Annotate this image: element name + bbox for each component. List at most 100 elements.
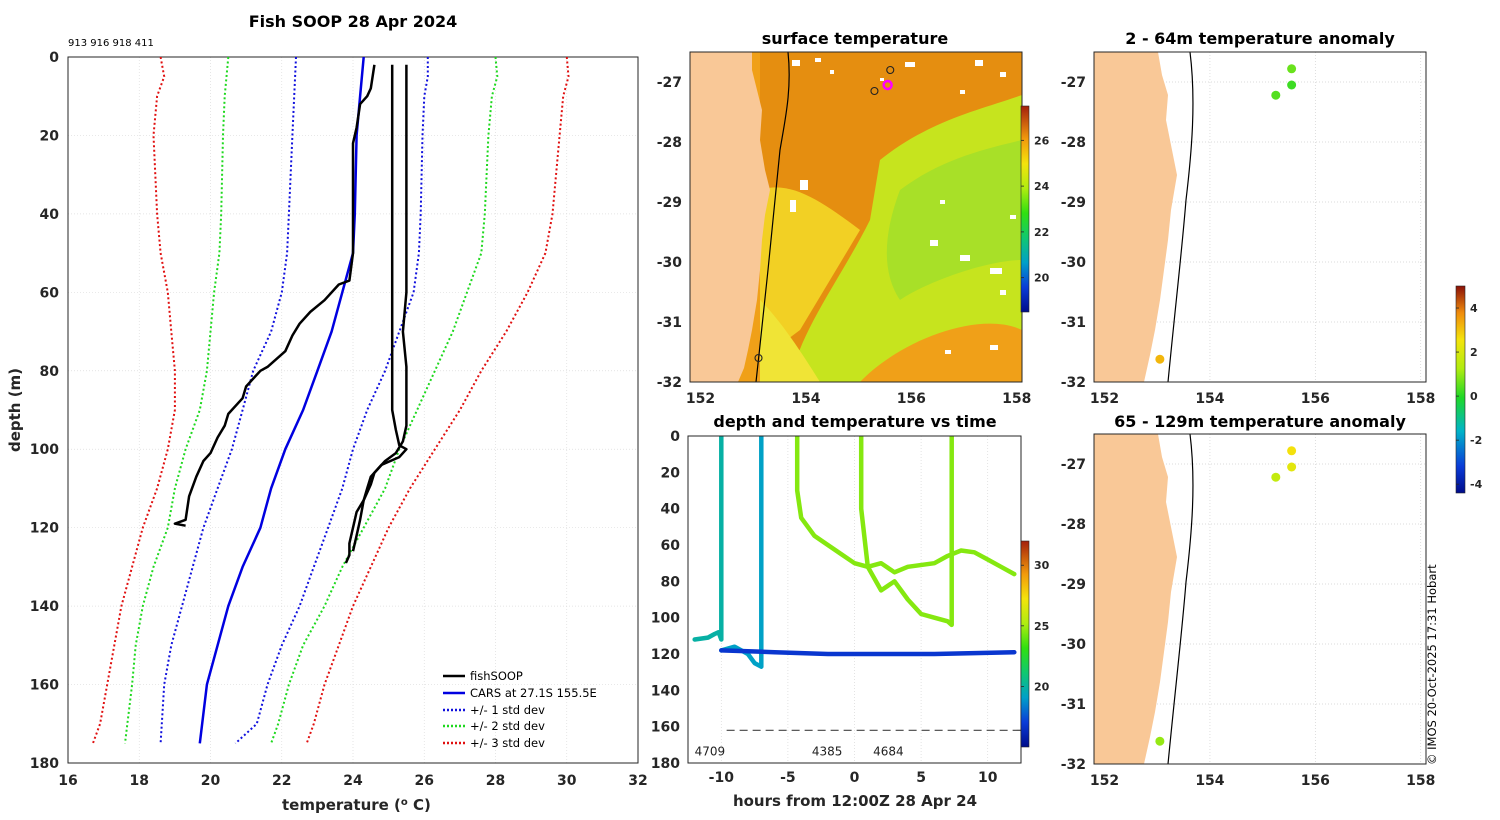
profile-title: Fish SOOP 28 Apr 2024 [249,12,458,31]
dt-annotations: 4709 4385 4684 [695,745,904,759]
sst-cooler-core [886,140,1022,300]
anom2-xtick: 156 [1301,773,1330,789]
anom2-ytick: -32 [1061,757,1086,773]
profile-xtick: 16 [58,773,77,789]
anom2-point [1155,736,1165,746]
profile-xtick: 32 [628,773,647,789]
sst-ytick: -31 [657,315,682,331]
profile-ytick: 40 [40,207,60,223]
anom1-xtick: 152 [1090,391,1119,407]
dt-profile-depth-label: 4709 [695,745,726,759]
sst-ytick: -28 [657,135,682,151]
anom2-frame [1093,433,1427,765]
sst-cb-label: 24 [1034,180,1050,193]
anom1-xtick: 158 [1406,391,1435,407]
sst-cb-label: 26 [1034,134,1050,147]
anom1-point [1287,64,1297,74]
anom2-xtick: 154 [1195,773,1224,789]
sst-cloud-gaps [790,58,1016,354]
profile-line-fishsoop [173,64,376,527]
sst-coastal-mid [760,187,860,360]
dt-title: depth and temperature vs time [713,412,996,431]
dt-colorbar [1020,540,1030,748]
sst-colorbar [1020,105,1030,313]
dt-xtick: 0 [850,770,860,786]
dt-ytick: 100 [651,611,680,627]
profile-ytick: 160 [30,678,59,694]
anom1-ytick: -28 [1061,135,1086,151]
anom2-ytick: -30 [1061,637,1087,653]
sst-ytick: -32 [657,375,682,391]
profile-frame [67,56,639,764]
dt-ytick: 140 [651,683,680,699]
dt-xtick: -5 [780,770,796,786]
profile-line--1-std-dev-high- [234,57,429,745]
dt-colorbar-ticks: 20 25 30 [1021,559,1050,693]
anom2-xtick: 152 [1090,773,1119,789]
anom2-point [1271,472,1281,482]
dt-ytick: 60 [661,538,681,554]
anom2-points [1155,446,1297,746]
legend-std1: +/- 1 std dev [470,703,545,717]
sst-xtick: 154 [791,391,820,407]
anom1-land [1094,52,1177,382]
anom2-point [1287,446,1297,456]
anom1-point [1155,354,1165,364]
credit-text: © IMOS 20-Oct-2025 17:31 Hobart [1425,564,1439,765]
sst-markers [754,65,895,363]
profile-legend: fishSOOP CARS at 27.1S 155.5E +/- 1 std … [443,669,597,750]
anom2-title: 65 - 129m temperature anomaly [1114,412,1406,431]
sst-xtick: 156 [897,391,926,407]
dt-cb-label: 25 [1034,620,1049,633]
profile-ids: 913 916 918 411 [68,38,154,49]
dt-xlabel: hours from 12:00Z 28 Apr 24 [733,792,977,810]
anom1-ytick: -27 [1061,75,1086,91]
profile-line--1-std-dev-low- [159,57,297,744]
dt-track-seg3 [794,436,1017,577]
profile-ytick: 20 [40,128,60,144]
anom1-tick-labels: 152 154 156 158 -27 -28 -29 -30 -31 -32 [1061,75,1436,407]
profile-line--3-std-dev-low- [91,57,176,744]
sst-marker-current [882,79,893,91]
profile-xtick: 22 [272,773,291,789]
ano-cb-label: 4 [1470,302,1478,315]
dt-ytick: 0 [670,429,680,445]
profile-line--2-std-dev-low- [124,57,230,744]
anom2-ytick: -27 [1061,457,1086,473]
ano-cb-label: 0 [1470,390,1478,403]
anomaly-colorbar-ticks: -4 -2 0 2 4 [1456,302,1483,491]
anom2-tick-labels: 152 154 156 158 -27 -28 -29 -30 -31 -32 [1061,457,1436,789]
anom1-point [1287,80,1297,90]
profile-ytick: 180 [30,756,59,772]
dt-ytick: 80 [661,574,681,590]
ano-cb-label: -2 [1470,434,1482,447]
sst-marker [870,86,879,96]
anom1-ytick: -31 [1061,315,1086,331]
sst-ytick: -27 [657,75,682,91]
sst-cb-label: 22 [1034,226,1049,239]
profile-xtick: 28 [486,773,505,789]
anom1-xtick: 156 [1301,391,1330,407]
profile-ytick: 80 [40,364,60,380]
dt-profile-depth-label: 4684 [873,745,904,759]
dt-ytick: 120 [651,647,680,663]
anom2-ytick: -29 [1061,577,1086,593]
profile-ytick: 0 [49,50,59,66]
profile-line--2-std-dev-high- [270,57,499,744]
dt-ytick: 180 [651,756,680,772]
anom2-isobath [1167,434,1194,764]
legend-cars: CARS at 27.1S 155.5E [470,686,597,700]
profile-ytick: 60 [40,285,60,301]
profile-xtick: 24 [343,773,363,789]
profile-line--3-std-dev-high- [305,57,570,744]
sst-isobath [755,52,790,382]
anom1-ytick: -30 [1061,255,1087,271]
dt-cb-label: 20 [1034,680,1050,693]
dt-ytick: 160 [651,720,680,736]
sst-xtick: 158 [1002,391,1031,407]
anom1-points [1155,64,1297,364]
anom1-isobath [1167,52,1194,382]
sst-colorbar-ticks: 20 22 24 26 [1021,134,1050,285]
dt-xtick: -10 [709,770,735,786]
